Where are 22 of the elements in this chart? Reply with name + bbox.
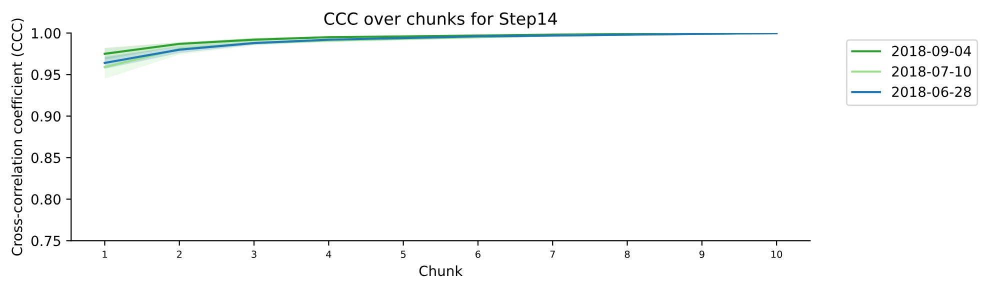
legend-label: 2018-07-10	[892, 66, 971, 77]
legend-label: 2018-09-04	[892, 46, 972, 56]
x-tick-label: 7	[550, 250, 555, 258]
x-tick-label: 8	[624, 250, 630, 258]
y-tick-label: 0.80	[31, 194, 60, 205]
y-tick-label: 0.90	[31, 111, 60, 122]
chart-title: CCC over chunks for Step14	[324, 12, 557, 28]
x-tick-label: 3	[252, 250, 256, 258]
x-tick-label: 4	[326, 250, 332, 258]
x-tick-label: 6	[476, 250, 480, 258]
x-tick-label: 1	[102, 250, 107, 258]
y-axis-title: Cross-correlation coefficient (CCC)	[11, 18, 24, 256]
y-tick-label: 1.00	[32, 28, 60, 39]
y-tick-label: 0.95	[31, 70, 60, 80]
x-tick-label: 2	[176, 250, 182, 258]
x-axis-title: Chunk	[419, 265, 463, 276]
y-tick-label: 0.85	[31, 152, 60, 164]
x-tick-label: 9	[699, 250, 704, 258]
x-tick-label: 10	[771, 250, 782, 258]
y-tick-label: 0.75	[31, 236, 60, 246]
x-tick-label: 5	[400, 250, 406, 258]
legend-label: 2018-06-28	[892, 86, 971, 98]
